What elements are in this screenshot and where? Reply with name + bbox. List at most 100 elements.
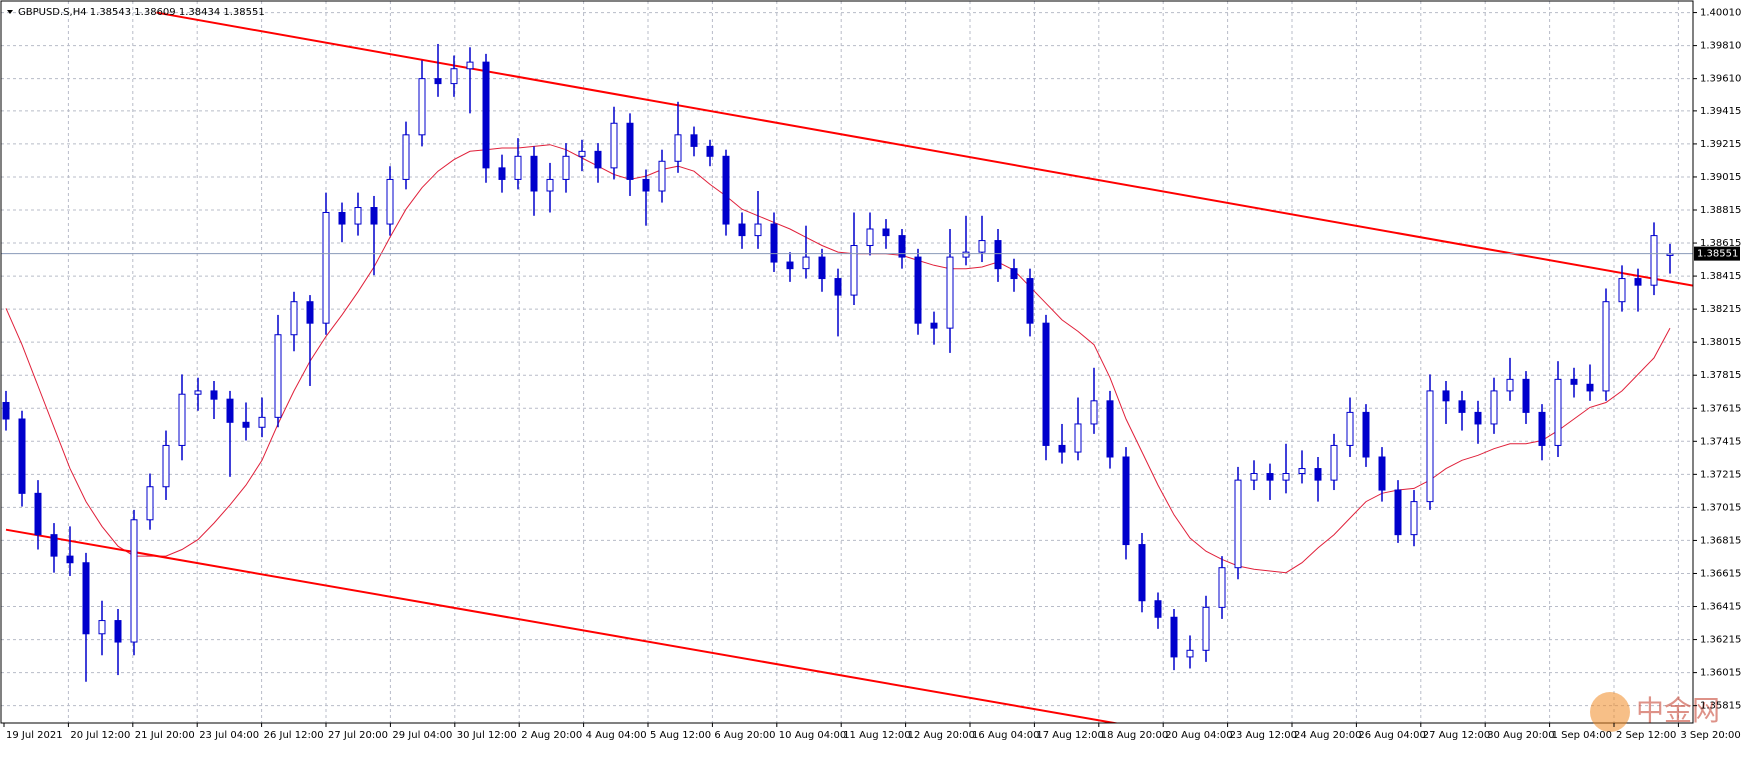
candle-body [386, 178, 394, 225]
candle-body [1314, 468, 1322, 481]
candle-body [66, 555, 74, 564]
y-tick-label: 1.39215 [1700, 139, 1741, 150]
candle-body [1394, 489, 1402, 536]
candle-body [690, 134, 698, 147]
candle-body [1074, 423, 1082, 453]
y-tick-label: 1.35815 [1700, 701, 1741, 712]
candle-body [306, 301, 314, 324]
x-tick-label: 26 Aug 04:00 [1358, 730, 1425, 741]
candle-body [1122, 456, 1130, 546]
x-tick-label: 29 Jul 04:00 [392, 730, 452, 741]
y-tick-label: 1.37215 [1700, 469, 1741, 480]
y-tick-label: 1.38215 [1700, 304, 1741, 315]
candle-body [466, 61, 474, 70]
candle-body [1346, 411, 1354, 446]
chart-title: GBPUSD.S,H4 1.38543 1.38609 1.38434 1.38… [18, 7, 265, 18]
candle-body [930, 322, 938, 329]
candle-body [130, 519, 138, 643]
candle-body [1458, 400, 1466, 413]
candle-body [674, 134, 682, 162]
moving-average [5, 144, 1671, 574]
candle-body [1522, 378, 1530, 413]
last-price-label: 1.38551 [1697, 249, 1738, 260]
x-tick-label: 21 Jul 20:00 [135, 730, 195, 741]
y-tick-label: 1.36815 [1700, 535, 1741, 546]
candle-body [1042, 322, 1050, 446]
candle-body [1218, 567, 1226, 608]
candle-body [1570, 378, 1578, 385]
x-tick-label: 2 Sep 12:00 [1616, 730, 1676, 741]
x-tick-label: 4 Aug 04:00 [586, 730, 647, 741]
x-tick-label: 27 Jul 20:00 [328, 730, 388, 741]
y-tick-label: 1.37015 [1700, 502, 1741, 513]
candle-body [594, 150, 602, 169]
candle-body [1634, 278, 1642, 286]
trendline [156, 11, 1693, 287]
candle-body [1234, 479, 1242, 569]
x-tick-label: 30 Jul 12:00 [457, 730, 517, 741]
candle-body [1170, 616, 1178, 658]
candle-body [1410, 501, 1418, 536]
candle-body [162, 444, 170, 488]
candle-body [802, 256, 810, 270]
candle-body [338, 211, 346, 225]
candle-body [626, 122, 634, 180]
candle-body [498, 167, 506, 180]
candle-body [882, 228, 890, 237]
candle-body [194, 390, 202, 395]
candle-body [1010, 268, 1018, 280]
candle-body [978, 240, 986, 253]
candle-body [818, 256, 826, 280]
x-tick-label: 3 Sep 20:00 [1680, 730, 1740, 741]
y-tick-label: 1.37415 [1700, 436, 1741, 447]
candle-body [578, 150, 586, 157]
candle-body [1138, 544, 1146, 602]
y-tick-label: 1.38415 [1700, 271, 1741, 282]
candle-body [1154, 600, 1162, 618]
x-tick-label: 18 Aug 20:00 [1101, 730, 1168, 741]
x-tick-label: 23 Jul 04:00 [199, 730, 259, 741]
x-tick-label: 20 Jul 12:00 [70, 730, 130, 741]
x-tick-label: 12 Aug 20:00 [908, 730, 975, 741]
candle-body [82, 562, 90, 635]
candle-body [322, 211, 330, 324]
candle-body [370, 207, 378, 225]
x-tick-label: 6 Aug 20:00 [714, 730, 775, 741]
candle-body [1602, 301, 1610, 392]
x-tick-label: 27 Aug 12:00 [1423, 730, 1490, 741]
watermark: 中金网 [1636, 694, 1720, 727]
x-tick-label: 11 Aug 12:00 [843, 730, 910, 741]
x-tick-label: 2 Aug 20:00 [521, 730, 582, 741]
candle-body [1090, 400, 1098, 425]
candle-body [1506, 378, 1514, 392]
candle-body [450, 68, 458, 85]
y-tick-label: 1.38815 [1700, 205, 1741, 216]
candle-body [146, 486, 154, 521]
menu-arrow[interactable] [7, 10, 13, 14]
x-tick-label: 24 Aug 20:00 [1294, 730, 1361, 741]
x-tick-label: 10 Aug 04:00 [779, 730, 846, 741]
candle-body [402, 134, 410, 180]
candle-body [1026, 278, 1034, 324]
x-tick-label: 19 Jul 2021 [6, 730, 63, 741]
y-tick-label: 1.36615 [1700, 568, 1741, 579]
y-tick-label: 1.39415 [1700, 106, 1741, 117]
candle-body [1490, 390, 1498, 425]
y-tick-label: 1.36215 [1700, 635, 1741, 646]
logo-circle [1590, 692, 1630, 732]
candle-body [418, 78, 426, 136]
candle-body [1058, 444, 1066, 453]
x-tick-label: 23 Aug 12:00 [1230, 730, 1297, 741]
candle-body [530, 155, 538, 192]
candle-body [546, 178, 554, 192]
watermark-logo: 中金网 [1590, 692, 1720, 732]
x-tick-label: 17 Aug 12:00 [1036, 730, 1103, 741]
candle-body [226, 398, 234, 423]
candle-body [1106, 400, 1114, 458]
candle-body [1426, 390, 1434, 503]
y-tick-label: 1.39810 [1700, 41, 1741, 52]
y-tick-label: 1.39015 [1700, 172, 1741, 183]
candle-body [1298, 468, 1306, 475]
